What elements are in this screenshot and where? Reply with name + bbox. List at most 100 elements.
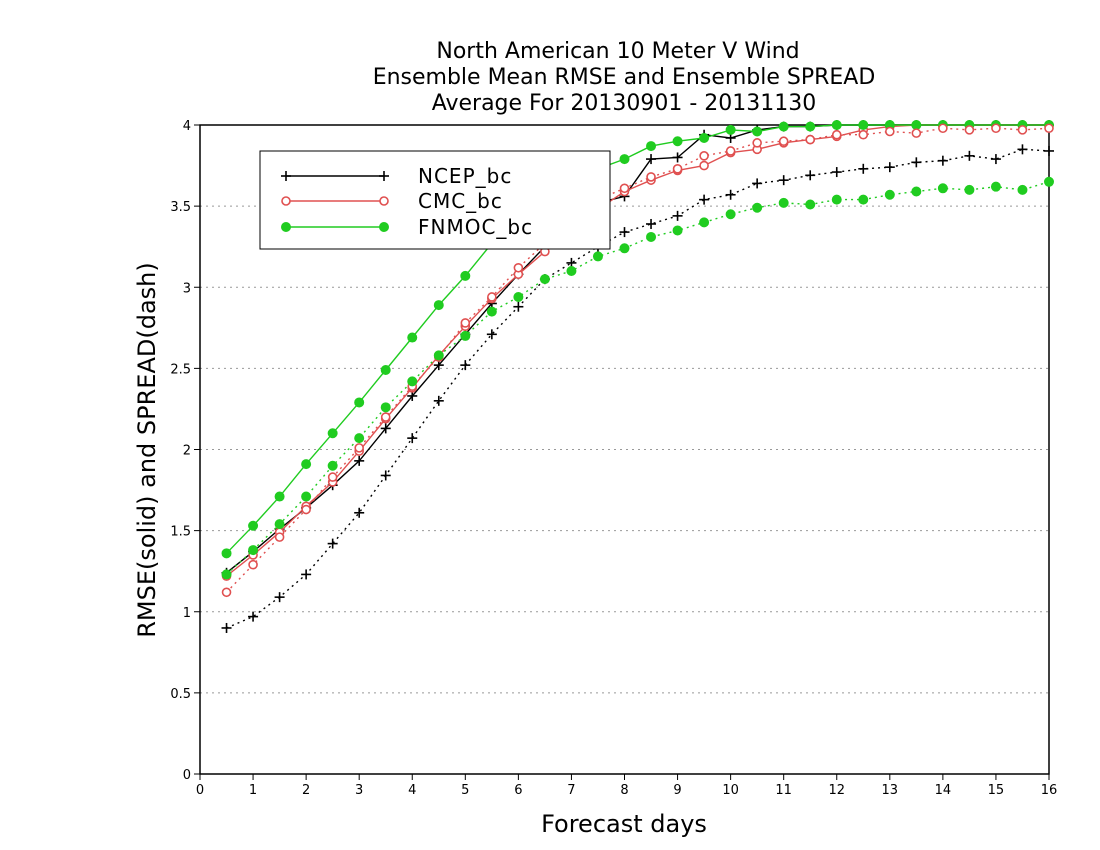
legend-label: CMC_bc — [418, 189, 503, 213]
data-point — [380, 423, 391, 434]
data-point — [672, 136, 683, 147]
data-point — [327, 538, 338, 549]
data-point — [778, 197, 789, 208]
legend-label: NCEP_bc — [418, 164, 512, 188]
y-tick-label: 2.5 — [170, 362, 191, 377]
data-point — [699, 160, 709, 171]
chart-title: North American 10 Meter V Wind Ensemble … — [373, 39, 876, 116]
data-point — [911, 157, 922, 168]
data-point — [911, 128, 922, 138]
data-point — [380, 364, 391, 375]
data-point — [539, 274, 550, 285]
data-point — [274, 592, 285, 603]
data-point — [699, 151, 709, 161]
y-tick-label: 3 — [183, 281, 191, 296]
data-point — [646, 172, 656, 182]
legend-marker — [281, 222, 291, 232]
data-point — [964, 125, 975, 135]
data-point — [274, 519, 285, 530]
data-point — [752, 202, 763, 213]
data-point — [937, 183, 948, 194]
data-point — [646, 231, 657, 242]
data-point — [778, 136, 789, 147]
data-point — [646, 141, 657, 152]
data-point — [752, 126, 763, 137]
data-point — [619, 227, 630, 238]
data-point — [778, 175, 789, 186]
x-tick-label: 9 — [673, 783, 681, 798]
data-point — [1017, 184, 1028, 195]
data-point — [460, 360, 471, 371]
data-point — [327, 428, 338, 439]
data-point — [884, 162, 895, 173]
grid — [200, 205, 1049, 694]
data-point — [1017, 125, 1028, 135]
x-tick-label: 16 — [1041, 783, 1058, 798]
data-point — [858, 129, 869, 140]
data-point — [752, 138, 762, 148]
legend-label: FNMOC_bc — [418, 215, 533, 239]
data-point — [646, 154, 657, 165]
data-point — [991, 123, 1001, 134]
legend-marker — [379, 222, 389, 232]
data-point — [221, 569, 232, 580]
data-point — [885, 126, 895, 137]
data-point — [513, 301, 524, 312]
data-point — [460, 330, 471, 341]
data-point — [937, 155, 948, 166]
data-point — [805, 199, 816, 210]
data-point — [301, 504, 311, 515]
data-point — [354, 507, 365, 518]
data-point — [699, 132, 710, 143]
y-tick-label: 0 — [183, 768, 191, 783]
legend-marker — [281, 171, 291, 181]
data-point — [699, 217, 710, 228]
data-point — [487, 292, 497, 302]
y-tick-label: 2 — [183, 444, 191, 459]
data-point — [274, 491, 285, 502]
data-point — [380, 412, 391, 422]
data-point — [725, 146, 736, 156]
data-point — [513, 262, 524, 273]
axis-ticks: 00.511.522.533.540 1 2 3 4 5 6 7 8 9 10 11 12 13 14 15 1… — [170, 119, 1057, 798]
data-point — [858, 120, 869, 130]
chart-title-line-3: Average For 20130901 - 20131130 — [432, 91, 817, 116]
data-point — [433, 350, 444, 361]
data-point — [354, 455, 365, 466]
data-point — [805, 170, 816, 181]
data-point — [1044, 123, 1054, 134]
x-tick-label: 0 — [196, 783, 204, 798]
x-tick-label: 15 — [988, 783, 1005, 798]
series-line — [226, 148, 1050, 629]
data-point — [805, 134, 816, 145]
data-point — [566, 266, 577, 277]
data-point — [460, 318, 471, 328]
legend-item-FNMOC_bc: FNMOC_bc — [281, 215, 533, 239]
data-point — [513, 291, 524, 302]
chart-title-line-2: Ensemble Mean RMSE and Ensemble SPREAD — [373, 65, 876, 90]
x-tick-label: 2 — [302, 783, 310, 798]
data-point — [619, 154, 630, 165]
x-tick-label: 7 — [567, 783, 575, 798]
x-tick-label: 10 — [722, 783, 739, 798]
data-point — [619, 243, 630, 254]
data-point — [990, 154, 1001, 165]
data-point — [592, 251, 603, 262]
data-point — [460, 270, 471, 281]
x-tick-label: 12 — [828, 783, 845, 798]
x-tick-label: 6 — [514, 783, 522, 798]
data-point — [725, 189, 736, 200]
data-point — [354, 443, 364, 453]
chart-title-line-1: North American 10 Meter V Wind — [436, 39, 799, 64]
legend-marker — [379, 196, 389, 206]
legend-marker — [379, 171, 389, 181]
data-point — [672, 225, 683, 236]
y-tick-label: 0.5 — [170, 687, 191, 702]
data-point — [831, 167, 842, 178]
data-point — [221, 622, 232, 633]
data-point — [990, 181, 1001, 192]
data-point — [725, 209, 736, 220]
x-tick-label: 4 — [408, 783, 416, 798]
